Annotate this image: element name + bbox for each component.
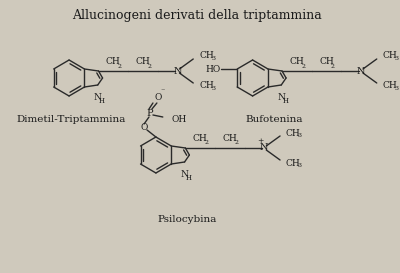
Text: +: + [257, 137, 264, 145]
Text: HO: HO [205, 64, 220, 73]
Text: Allucinogeni derivati della triptammina: Allucinogeni derivati della triptammina [72, 8, 322, 22]
Text: H: H [186, 174, 192, 182]
Text: 3: 3 [394, 86, 398, 91]
Text: 3: 3 [211, 56, 215, 61]
Text: N: N [357, 67, 365, 76]
Text: 2: 2 [118, 64, 122, 69]
Text: N: N [260, 144, 268, 153]
Text: CH: CH [222, 134, 237, 143]
Text: CH: CH [106, 57, 121, 66]
Text: CH: CH [383, 82, 398, 91]
Text: CH: CH [136, 57, 150, 66]
Text: 2: 2 [147, 64, 151, 69]
Text: Psilocybina: Psilocybina [158, 215, 217, 224]
Text: N: N [173, 67, 182, 76]
Text: Bufotenina: Bufotenina [246, 115, 303, 124]
Text: OH: OH [172, 114, 187, 123]
Text: H: H [282, 97, 288, 105]
Text: 2: 2 [234, 141, 238, 146]
Text: CH: CH [199, 82, 214, 91]
Text: CH: CH [319, 57, 334, 66]
Text: 3: 3 [298, 133, 302, 138]
Text: CH: CH [290, 57, 304, 66]
Text: CH: CH [193, 134, 208, 143]
Text: CH: CH [286, 129, 301, 138]
Text: ⁻: ⁻ [161, 88, 165, 96]
Text: 3: 3 [298, 163, 302, 168]
Text: 3: 3 [211, 86, 215, 91]
Text: N: N [277, 93, 285, 102]
Text: Dimetil-Triptammina: Dimetil-Triptammina [16, 115, 126, 124]
Text: 2: 2 [301, 64, 305, 69]
Text: 2: 2 [331, 64, 335, 69]
Text: CH: CH [383, 52, 398, 61]
Text: CH: CH [199, 52, 214, 61]
Text: P: P [147, 108, 153, 117]
Text: 2: 2 [204, 141, 208, 146]
Text: O: O [154, 93, 162, 102]
Text: CH: CH [286, 159, 301, 168]
Text: N: N [181, 170, 188, 179]
Text: N: N [94, 93, 102, 102]
Text: H: H [99, 97, 105, 105]
Text: O: O [140, 123, 148, 132]
Text: 3: 3 [394, 56, 398, 61]
